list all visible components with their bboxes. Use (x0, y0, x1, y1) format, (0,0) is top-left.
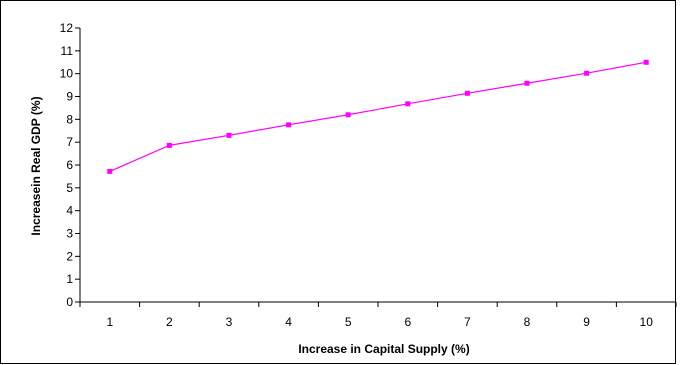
data-point (584, 70, 590, 76)
data-point (286, 122, 292, 128)
y-tick-label: 3 (66, 227, 73, 241)
data-point (166, 142, 172, 148)
x-tick-label: 3 (226, 315, 233, 329)
y-tick-label: 11 (61, 44, 74, 58)
data-point (405, 101, 411, 107)
y-tick-label: 6 (66, 158, 73, 172)
data-point (524, 80, 530, 86)
y-tick-label: 10 (60, 67, 74, 81)
x-axis-title: Increase in Capital Supply (%) (298, 342, 469, 356)
y-tick-label: 9 (66, 90, 73, 104)
x-tick-label: 1 (106, 315, 113, 329)
x-tick-label: 8 (524, 315, 531, 329)
x-tick-label: 2 (166, 315, 173, 329)
x-tick-label: 4 (285, 315, 292, 329)
series-line (109, 61, 647, 172)
y-tick-label: 1 (66, 272, 73, 286)
x-tick-label: 10 (640, 315, 654, 329)
y-axis-title: Increasein Real GDP (%) (29, 96, 43, 235)
x-tick-label: 5 (345, 315, 352, 329)
y-tick-label: 5 (66, 181, 73, 195)
y-tick-label: 4 (66, 204, 73, 218)
x-tick-label: 7 (464, 315, 471, 329)
x-tick-label: 9 (583, 315, 590, 329)
data-point (643, 59, 649, 65)
data-point (345, 112, 351, 118)
series-layer (107, 59, 649, 174)
y-tick-label: 12 (60, 21, 74, 35)
x-axis: 1 2 3 4 5 6 7 8 9 10 (79, 301, 677, 329)
y-tick-label: 7 (66, 135, 73, 149)
data-point (464, 90, 470, 96)
data-point (226, 132, 232, 138)
data-point (107, 168, 113, 174)
y-tick-label: 8 (66, 112, 73, 126)
y-tick-label: 2 (66, 249, 73, 263)
y-tick-label: 0 (66, 295, 73, 309)
x-tick-label: 6 (404, 315, 411, 329)
